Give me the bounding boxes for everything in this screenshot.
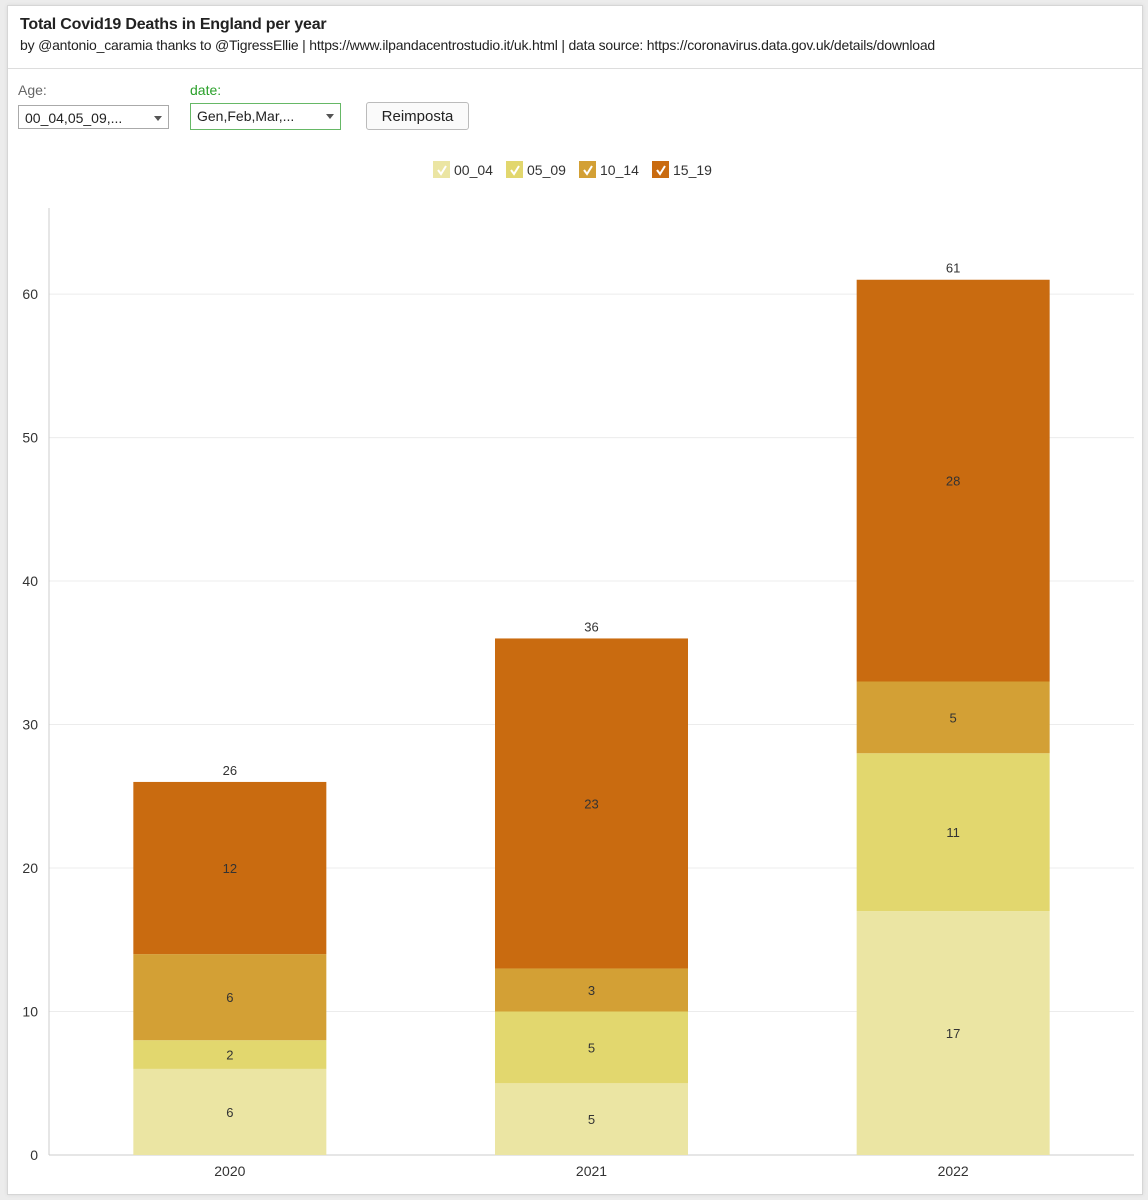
- bar-segment-15_19-2021[interactable]: [495, 638, 688, 969]
- legend-label[interactable]: 10_14: [600, 162, 639, 178]
- data-label: 2: [226, 1048, 233, 1063]
- bar-segment-05_09-2022[interactable]: [856, 753, 1050, 912]
- check-icon: [510, 165, 520, 176]
- stacked-bar-chart: 0102030405060626122620205532336202117115…: [22, 161, 1134, 1179]
- data-label: 5: [950, 710, 957, 725]
- bar-segment-00_04-2022[interactable]: [856, 911, 1050, 1155]
- bar-segment-10_14-2022[interactable]: [856, 681, 1050, 754]
- legend-label[interactable]: 00_04: [454, 162, 493, 178]
- bar-segment-05_09-2021[interactable]: [495, 1011, 688, 1084]
- legend-swatch-15_19[interactable]: [652, 161, 669, 178]
- total-label: 26: [223, 763, 237, 778]
- age-filter-select[interactable]: 00_04,05_09,...: [18, 105, 169, 129]
- check-icon: [583, 165, 593, 176]
- chart-subtitle: by @antonio_caramia thanks to @TigressEl…: [20, 37, 936, 53]
- bar-segment-00_04-2020[interactable]: [133, 1068, 327, 1155]
- total-label: 61: [946, 261, 960, 276]
- data-label: 17: [946, 1026, 960, 1041]
- data-label: 3: [588, 983, 595, 998]
- reset-button[interactable]: Reimposta: [366, 102, 469, 130]
- bar-segment-10_14-2021[interactable]: [495, 968, 688, 1012]
- x-tick-label: 2020: [214, 1163, 245, 1179]
- data-label: 23: [584, 796, 598, 811]
- chevron-down-icon: [326, 114, 334, 119]
- chart-title: Total Covid19 Deaths in England per year: [20, 16, 327, 33]
- data-label: 5: [588, 1112, 595, 1127]
- y-tick-label: 40: [22, 573, 38, 589]
- legend-swatch-00_04[interactable]: [433, 161, 450, 178]
- chart-panel: Total Covid19 Deaths in England per year…: [7, 5, 1143, 1195]
- y-tick-label: 50: [22, 430, 38, 446]
- y-tick-label: 0: [30, 1147, 38, 1163]
- y-tick-label: 20: [22, 860, 38, 876]
- data-label: 5: [588, 1040, 595, 1055]
- age-filter-label: Age:: [18, 82, 47, 98]
- bar-segment-05_09-2020[interactable]: [133, 1040, 327, 1069]
- data-label: 12: [223, 861, 237, 876]
- legend-label[interactable]: 15_19: [673, 162, 712, 178]
- y-tick-label: 10: [22, 1004, 38, 1020]
- data-label: 6: [226, 990, 233, 1005]
- legend-swatch-05_09[interactable]: [506, 161, 523, 178]
- x-tick-label: 2022: [938, 1163, 969, 1179]
- bar-segment-10_14-2020[interactable]: [133, 954, 327, 1041]
- data-label: 28: [946, 474, 960, 489]
- legend-label[interactable]: 05_09: [527, 162, 566, 178]
- header: Total Covid19 Deaths in England per year…: [20, 16, 1132, 53]
- legend-swatch-10_14[interactable]: [579, 161, 596, 178]
- y-tick-label: 30: [22, 717, 38, 733]
- date-filter-select[interactable]: Gen,Feb,Mar,...: [190, 103, 341, 130]
- bar-segment-15_19-2020[interactable]: [133, 781, 327, 955]
- header-divider: [8, 68, 1142, 69]
- x-tick-label: 2021: [576, 1163, 607, 1179]
- bar-segment-00_04-2021[interactable]: [495, 1083, 688, 1155]
- check-icon: [437, 165, 447, 176]
- bar-segment-15_19-2022[interactable]: [856, 279, 1050, 682]
- data-label: 11: [946, 825, 960, 840]
- date-filter-value: Gen,Feb,Mar,...: [197, 108, 295, 124]
- y-tick-label: 60: [22, 286, 38, 302]
- chevron-down-icon: [154, 116, 162, 121]
- check-icon: [656, 165, 666, 176]
- total-label: 36: [584, 619, 598, 634]
- date-filter-label: date:: [190, 82, 222, 98]
- age-filter-value: 00_04,05_09,...: [25, 110, 123, 126]
- data-label: 6: [226, 1105, 233, 1120]
